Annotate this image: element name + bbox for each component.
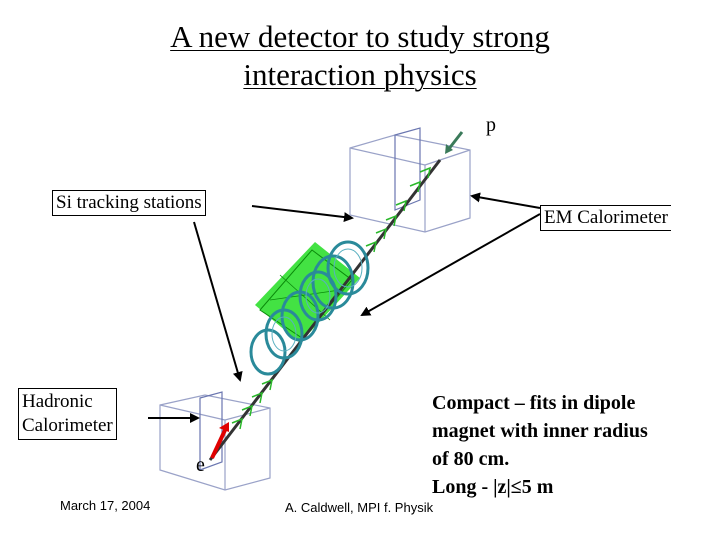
- tracker-chevrons: [231, 166, 432, 430]
- note-line-3: of 80 cm.: [432, 448, 510, 470]
- electron-label: e: [196, 454, 205, 476]
- page-title: A new detector to study strong interacti…: [0, 18, 720, 94]
- hadronic-line-2: Calorimeter: [22, 415, 113, 436]
- note-line-2: magnet with inner radius: [432, 420, 648, 442]
- hadronic-line-1: Hadronic: [22, 391, 93, 412]
- note-line-1: Compact – fits in dipole: [432, 392, 636, 414]
- hadronic-calorimeter-label: Hadronic Calorimeter: [18, 388, 117, 440]
- proton-beam-arrow: [445, 131, 464, 154]
- electron-beam-arrow: [210, 422, 229, 459]
- em-calorimeter-label: EM Calorimeter: [540, 205, 671, 231]
- si-arrow-lower: [193, 221, 243, 382]
- si-arrow-upper: [251, 205, 354, 223]
- proton-label: p: [486, 114, 496, 136]
- footer-date: March 17, 2004: [60, 498, 151, 513]
- title-line-2: interaction physics: [243, 57, 477, 92]
- compact-note: Compact – fits in dipole magnet with inn…: [432, 389, 648, 501]
- em-arrow-upper: [470, 192, 541, 209]
- footer-author: A. Caldwell, MPI f. Physik: [285, 500, 434, 515]
- annotation-arrows: [148, 192, 541, 423]
- tracking-station-rings: [249, 240, 370, 376]
- em-arrow-lower: [360, 213, 541, 316]
- hadronic-calorimeter-box: [159, 391, 271, 491]
- si-tracking-label: Si tracking stations: [52, 190, 206, 216]
- title-line-1: A new detector to study strong: [170, 19, 550, 54]
- note-line-4: Long - |z|≤5 m: [432, 476, 554, 498]
